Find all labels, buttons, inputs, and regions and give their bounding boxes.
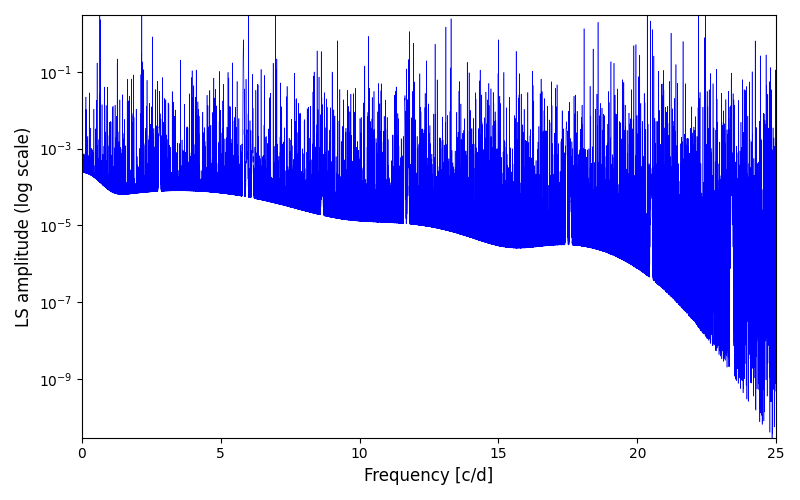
Y-axis label: LS amplitude (log scale): LS amplitude (log scale)	[15, 126, 33, 326]
X-axis label: Frequency [c/d]: Frequency [c/d]	[364, 467, 494, 485]
